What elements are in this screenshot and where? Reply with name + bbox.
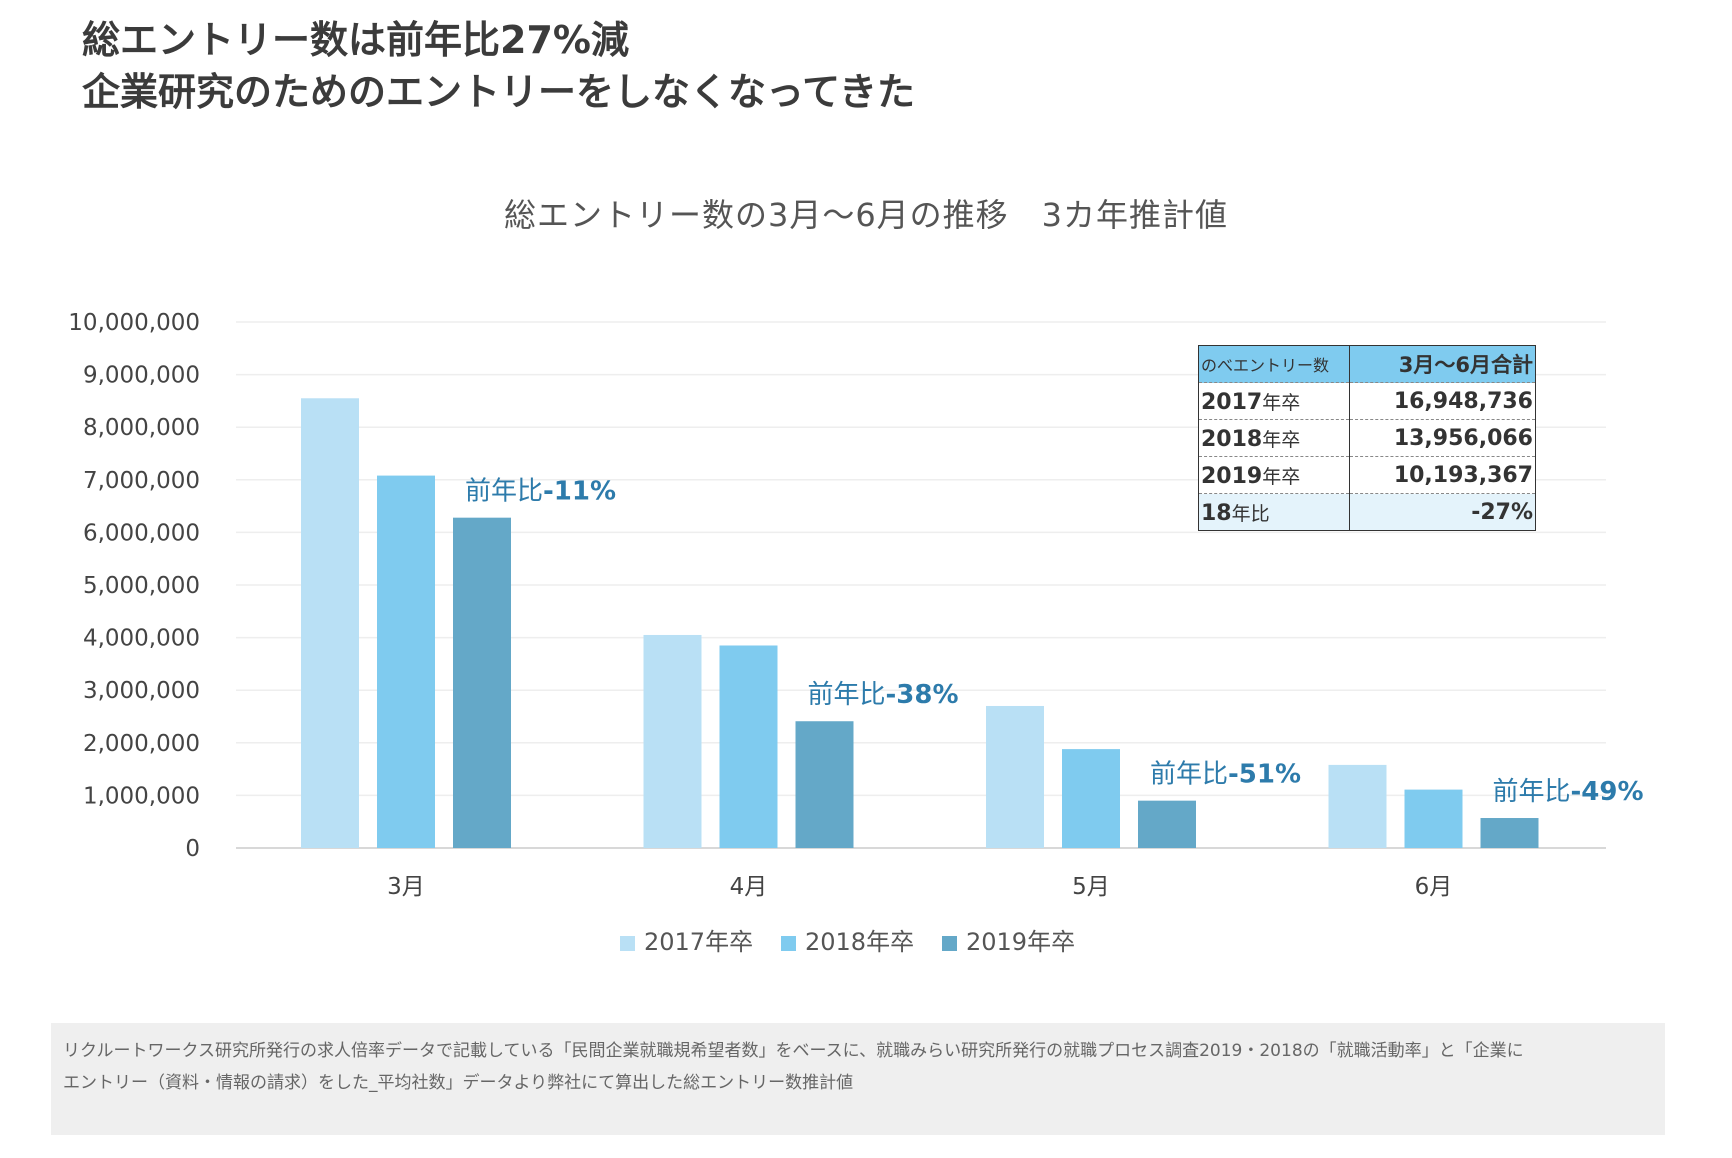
summary-row-year: 2018 xyxy=(1201,426,1263,452)
summary-header-row: のべエントリー数 3月～6月合計 xyxy=(1198,345,1536,383)
bar xyxy=(1404,789,1463,848)
summary-row-suffix: 年卒 xyxy=(1262,465,1301,488)
summary-row-2018: 2018年卒 13,956,066 xyxy=(1198,419,1536,457)
summary-row-suffix: 年卒 xyxy=(1262,428,1301,451)
legend-swatch xyxy=(781,936,796,951)
summary-table: のべエントリー数 3月～6月合計 2017年卒 16,948,736 2018年… xyxy=(1198,345,1536,531)
bar-chart: 0 1,000,000 2,000,000 3,000,000 4,000,000 5,0… xyxy=(68,310,1644,956)
yoy-annotation: 前年比-11% xyxy=(465,477,616,507)
yoy-annotation-prefix: 前年比 xyxy=(1150,760,1228,790)
yoy-annotation-prefix: 前年比 xyxy=(465,477,543,507)
legend-label: 2018年卒 xyxy=(805,928,914,956)
y-tick-label: 8,000,000 xyxy=(83,415,200,441)
y-tick-label: 0 xyxy=(185,836,200,862)
summary-row-suffix: 年卒 xyxy=(1262,391,1301,414)
yoy-annotation-value: -51% xyxy=(1228,760,1301,790)
headline: 総エントリー数は前年比27%減 企業研究のためのエントリーをしなくなってきた xyxy=(82,14,915,118)
bar xyxy=(1138,800,1196,848)
bar xyxy=(795,721,854,848)
chart-title: 総エントリー数の3月～6月の推移 3カ年推計値 xyxy=(503,196,1229,234)
summary-row-2019: 2019年卒 10,193,367 xyxy=(1198,456,1536,494)
yoy-annotation: 前年比-51% xyxy=(1150,760,1301,790)
y-tick-label: 5,000,000 xyxy=(83,573,200,599)
yoy-annotation-prefix: 前年比 xyxy=(808,680,886,710)
y-tick-label: 6,000,000 xyxy=(83,520,200,546)
headline-line-2: 企業研究のためのエントリーをしなくなってきた xyxy=(82,70,915,114)
summary-row-2017: 2017年卒 16,948,736 xyxy=(1198,382,1536,420)
y-tick-label: 7,000,000 xyxy=(83,468,200,494)
summary-header-label: のべエントリー数 xyxy=(1198,345,1350,383)
y-tick-label: 1,000,000 xyxy=(83,783,200,809)
bar xyxy=(301,398,359,848)
bar xyxy=(1480,818,1539,848)
summary-row-yoy: 18年比 -27% xyxy=(1198,493,1536,531)
summary-row-value: -27% xyxy=(1349,493,1536,531)
legend-label: 2019年卒 xyxy=(966,928,1075,956)
footnote: リクルートワークス研究所発行の求人倍率データで記載している「民間企業就職規希望者… xyxy=(51,1023,1665,1135)
footnote-line-1: リクルートワークス研究所発行の求人倍率データで記載している「民間企業就職規希望者… xyxy=(63,1041,1524,1061)
x-tick-label: 4月 xyxy=(730,874,768,900)
yoy-annotation: 前年比-49% xyxy=(1493,777,1644,807)
summary-row-value: 13,956,066 xyxy=(1349,419,1536,457)
summary-row-year: 2019 xyxy=(1201,463,1263,489)
y-tick-label: 4,000,000 xyxy=(83,626,200,652)
headline-line-1: 総エントリー数は前年比27%減 xyxy=(82,18,629,62)
summary-row-label: 2018年卒 xyxy=(1198,419,1350,457)
legend-swatch xyxy=(942,936,957,951)
bar xyxy=(643,634,702,848)
yoy-annotation-prefix: 前年比 xyxy=(1493,777,1571,807)
legend-swatch xyxy=(620,936,635,951)
bar xyxy=(453,517,511,848)
yoy-annotation-value: -49% xyxy=(1571,777,1644,807)
legend-label: 2017年卒 xyxy=(644,928,753,956)
bar xyxy=(377,475,435,848)
summary-header-total: 3月～6月合計 xyxy=(1349,345,1536,383)
yoy-annotation: 前年比-38% xyxy=(808,680,959,710)
summary-row-label: 2019年卒 xyxy=(1198,456,1350,494)
bar xyxy=(986,705,1044,848)
summary-row-year: 2017 xyxy=(1201,389,1263,415)
yoy-annotation-value: -11% xyxy=(543,477,616,507)
y-tick-label: 9,000,000 xyxy=(83,363,200,389)
summary-row-label: 18年比 xyxy=(1198,493,1350,531)
summary-row-value: 10,193,367 xyxy=(1349,456,1536,494)
y-tick-label: 3,000,000 xyxy=(83,678,200,704)
summary-row-label: 2017年卒 xyxy=(1198,382,1350,420)
bar xyxy=(719,645,778,848)
summary-row-year: 18 xyxy=(1201,500,1232,526)
footnote-line-2: エントリー（資料・情報の請求）をした_平均社数」データより弊社にて算出した総エン… xyxy=(63,1073,854,1093)
summary-row-suffix: 年比 xyxy=(1231,502,1270,525)
bar xyxy=(1062,749,1120,848)
summary-row-value: 16,948,736 xyxy=(1349,382,1536,420)
y-tick-label: 10,000,000 xyxy=(68,310,200,336)
bar xyxy=(1328,764,1387,848)
yoy-annotation-value: -38% xyxy=(886,680,959,710)
x-tick-label: 6月 xyxy=(1415,874,1453,900)
x-tick-label: 3月 xyxy=(387,874,425,900)
y-tick-label: 2,000,000 xyxy=(83,731,200,757)
x-tick-label: 5月 xyxy=(1072,874,1110,900)
